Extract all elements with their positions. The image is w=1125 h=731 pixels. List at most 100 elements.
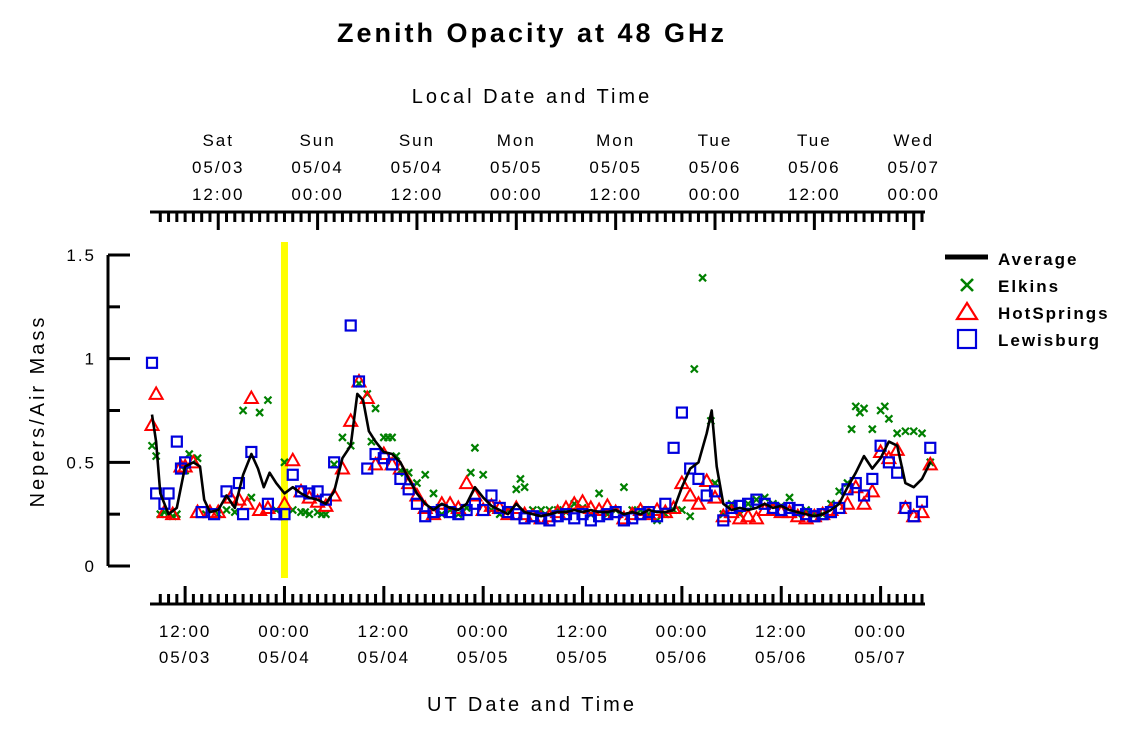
lewisburg-point <box>344 319 357 332</box>
elkins-point <box>880 402 890 411</box>
x-mark <box>901 426 910 436</box>
lewisburg-point <box>278 508 291 521</box>
lewisburg-point <box>270 508 283 521</box>
elkins-point <box>338 433 347 442</box>
x-mark <box>255 408 264 417</box>
x-mark <box>868 424 877 434</box>
local-tick-label: Mon <box>497 131 536 150</box>
legend-swatch <box>960 278 974 292</box>
lewisburg-point <box>410 497 424 510</box>
ut-tick-label: 05/04 <box>358 648 411 667</box>
lewisburg-point <box>145 356 159 369</box>
ut-tick-label: 05/05 <box>457 648 510 667</box>
ut-tick-label: 05/03 <box>159 648 212 667</box>
x-mark <box>917 429 927 438</box>
ut-axis-title: UT Date and Time <box>427 694 637 716</box>
lewisburg-point <box>899 501 912 515</box>
hotsprings-point <box>922 455 939 471</box>
x-mark <box>690 364 699 374</box>
lewisburg-point <box>361 462 374 475</box>
hotsprings-point <box>147 385 165 400</box>
elkins-series <box>147 273 935 525</box>
lewisburg-point <box>195 505 208 519</box>
lewisburg-point <box>733 499 746 512</box>
x-mark <box>512 485 521 494</box>
hotsprings-point <box>574 493 591 508</box>
lewisburg-point <box>286 468 299 481</box>
average-series <box>150 392 932 518</box>
x-mark <box>387 433 397 442</box>
hotsprings-point <box>359 389 376 405</box>
y-tick-label: 1 <box>85 350 96 369</box>
elkins-point <box>222 505 231 515</box>
elkins-point <box>520 482 529 492</box>
lewisburg-point <box>294 485 308 498</box>
local-tick-label: Sun <box>299 131 335 150</box>
y-tick-label: 0.5 <box>66 453 96 472</box>
local-axis-title: Local Date and Time <box>412 86 652 108</box>
ut-tick-label: 12:00 <box>358 622 411 641</box>
x-mark <box>420 470 430 480</box>
hotsprings-point <box>748 509 765 525</box>
local-tick-label: 05/06 <box>689 158 742 177</box>
elkins-point <box>238 406 248 415</box>
elkins-point <box>420 470 430 480</box>
lewisburg-point <box>841 483 854 496</box>
local-tick-label: 05/05 <box>589 158 642 177</box>
local-tick-label: Sun <box>399 131 435 150</box>
hotsprings-point <box>458 474 475 490</box>
x-mark <box>884 414 894 424</box>
local-tick-label: 12:00 <box>589 185 642 204</box>
lewisburg-point <box>891 466 904 479</box>
ut-tick-label: 05/06 <box>656 648 709 667</box>
hotsprings-point <box>284 451 301 467</box>
hotsprings-point <box>739 507 757 523</box>
legend-label: Elkins <box>998 277 1060 296</box>
lewisburg-point <box>386 458 399 471</box>
ut-tick-label: 00:00 <box>258 622 311 641</box>
lewisburg-point <box>659 497 672 510</box>
lewisburg-point <box>328 456 341 469</box>
x-mark <box>698 273 707 283</box>
lewisburg-point <box>311 485 324 498</box>
legend-item-hotsprings: HotSprings <box>955 300 1108 323</box>
elkins-point <box>516 474 525 484</box>
elkins-point <box>859 404 869 413</box>
axes: 0 0.5 1 1.5 12:00 05/03 00:00 05/04 12:00 05/04 00… <box>66 131 940 667</box>
elkins-point <box>847 424 856 434</box>
elkins-point <box>594 489 604 498</box>
elkins-point <box>698 273 707 283</box>
x-mark <box>859 404 869 413</box>
x-mark <box>470 443 480 453</box>
lewisburg-point <box>576 508 589 521</box>
legend: Average Elkins HotSprings Lewisburg <box>945 250 1108 350</box>
elkins-point <box>868 424 877 434</box>
x-mark <box>847 424 856 434</box>
local-tick-label: Tue <box>797 131 832 150</box>
lewisburg-point <box>236 508 250 521</box>
elkins-point <box>892 429 902 438</box>
local-tick-label: 00:00 <box>490 185 543 204</box>
y-axis-title: Nepers/Air Mass <box>27 315 49 508</box>
ut-tick-label: 00:00 <box>457 622 510 641</box>
x-mark <box>851 402 861 411</box>
highlight-bar <box>280 242 288 578</box>
lewisburg-point <box>866 472 879 486</box>
legend-item-average: Average <box>945 250 1076 269</box>
hotsprings-point <box>143 416 161 432</box>
legend-item-elkins: Elkins <box>960 277 1060 296</box>
ut-tick-label: 05/04 <box>258 648 311 667</box>
lewisburg-point <box>882 456 895 469</box>
hotsprings-point <box>243 389 260 405</box>
lewisburg-point <box>924 441 937 454</box>
x-mark <box>429 489 438 498</box>
legend-swatch <box>955 300 979 321</box>
hotsprings-point <box>582 499 600 514</box>
elkins-point <box>429 489 438 498</box>
ut-tick-label: 00:00 <box>656 622 709 641</box>
hotsprings-point <box>230 491 248 506</box>
local-tick-label: 05/07 <box>887 158 940 177</box>
lewisburg-series <box>145 319 937 527</box>
hotsprings-point <box>259 499 277 514</box>
lewisburg-point <box>857 489 871 502</box>
